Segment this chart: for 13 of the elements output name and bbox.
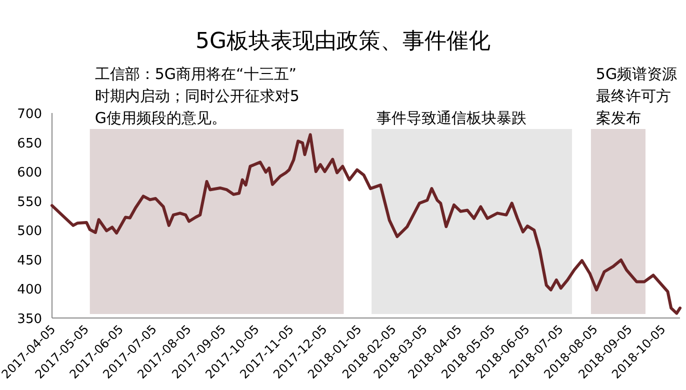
y-tick-label: 350 [17, 312, 42, 327]
y-tick-label: 600 [17, 166, 42, 181]
band-label: 工信部：5G商用将在“十三五”时期内启动；同时公开征求对5G使用频段的意见。 [94, 65, 300, 127]
y-tick-label: 550 [17, 194, 42, 210]
line-series [50, 133, 682, 315]
y-tick-label: 500 [17, 224, 42, 240]
band-label: 事件导致通信板块暴跌 [376, 109, 527, 127]
y-tick-label: 700 [17, 107, 42, 122]
chart-title: 5G板块表现由政策、事件催化 [195, 29, 491, 54]
band-label: 5G频谱资源最终许可方案发布 [596, 65, 678, 127]
y-tick-label: 650 [17, 136, 42, 152]
y-tick-label: 450 [17, 253, 42, 268]
y-tick-label: 400 [17, 282, 42, 298]
